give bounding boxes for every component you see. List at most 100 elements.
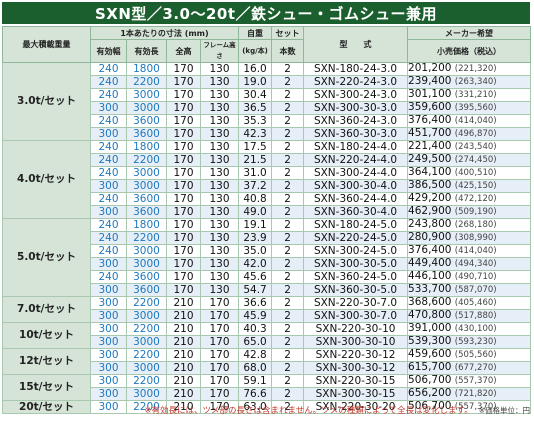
- weight-cell: 65.0: [238, 335, 273, 349]
- width-cell: 300: [90, 374, 127, 388]
- width-cell: 300: [90, 309, 127, 323]
- weight-cell: 37.2: [238, 179, 273, 193]
- frame-height-cell: 130: [199, 140, 240, 154]
- frame-height-cell: 130: [199, 270, 240, 284]
- price-tax-included: (494,340): [454, 259, 497, 269]
- price-cell: 201,200 (221,320): [407, 62, 532, 76]
- model-cell: SXN-180-24-4.0: [303, 140, 409, 154]
- width-cell: 240: [90, 153, 127, 167]
- price-value: 449,400: [408, 257, 452, 269]
- frame-height-cell: 130: [199, 179, 240, 193]
- width-cell: 240: [90, 140, 127, 154]
- price-tax-included: (517,880): [454, 311, 497, 321]
- length-cell: 3000: [126, 166, 167, 180]
- table-row: 300 3000 210 170 45.9 2 SXN-300-30-7.0 470,800 …: [3, 309, 532, 323]
- length-cell: 2200: [126, 231, 167, 245]
- width-cell: 300: [90, 179, 127, 193]
- weight-cell: 59.1: [238, 374, 273, 388]
- weight-header-line1: 自重: [247, 28, 264, 38]
- set-count-cell: 2: [271, 153, 305, 167]
- price-tax-included: (405,460): [454, 298, 497, 308]
- model-cell: SXN-360-30-5.0: [303, 283, 409, 297]
- weight-cell: 68.0: [238, 361, 273, 375]
- col-header-frame-height: フレーム高さ: [199, 39, 240, 63]
- price-tax-included: (490,710): [454, 272, 497, 282]
- total-length-cell: 170: [166, 101, 201, 115]
- price-tax-included: (587,070): [454, 285, 497, 295]
- price-value: 391,000: [408, 322, 452, 334]
- model-cell: SXN-300-30-4.0: [303, 179, 409, 193]
- frame-height-cell: 130: [199, 127, 240, 141]
- set-count-cell: 2: [271, 179, 305, 193]
- price-value: 506,700: [408, 400, 452, 412]
- price-tax-included: (430,100): [454, 324, 497, 334]
- set-header-line1: セット: [275, 28, 300, 38]
- weight-cell: 36.6: [238, 296, 273, 310]
- width-cell: 300: [90, 127, 127, 141]
- weight-cell: 30.4: [238, 88, 273, 102]
- set-count-cell: 2: [271, 309, 305, 323]
- width-cell: 240: [90, 166, 127, 180]
- model-cell: SXN-220-24-3.0: [303, 75, 409, 89]
- total-length-cell: 170: [166, 218, 201, 232]
- frame-height-cell: 130: [199, 88, 240, 102]
- width-cell: 300: [90, 205, 127, 219]
- total-length-cell: 210: [166, 296, 201, 310]
- weight-cell: 19.1: [238, 218, 273, 232]
- table-row: 300 3000 210 170 76.6 2 SXN-300-30-15 656,200 (…: [3, 387, 532, 401]
- total-length-cell: 210: [166, 348, 201, 362]
- width-cell: 240: [90, 114, 127, 128]
- price-tax-included: (677,270): [454, 363, 497, 373]
- total-length-cell: 210: [166, 335, 201, 349]
- frame-height-cell: 170: [199, 309, 240, 323]
- set-count-cell: 2: [271, 205, 305, 219]
- price-value: 656,200: [408, 387, 452, 399]
- weight-cell: 40.8: [238, 192, 273, 206]
- col-header-eff-length: 有効長: [126, 39, 167, 63]
- length-cell: 1800: [126, 218, 167, 232]
- length-cell: 1800: [126, 140, 167, 154]
- length-cell: 3600: [126, 205, 167, 219]
- weight-cell: 42.8: [238, 348, 273, 362]
- table-row: 4.0t/セット 240 1800 170 130 17.5 2 SXN-180-24-4.0…: [2, 140, 532, 219]
- price-value: 615,700: [408, 361, 452, 373]
- price-cell: 459,600 (505,560): [407, 348, 532, 362]
- price-value: 376,400: [408, 114, 452, 126]
- total-length-cell: 170: [166, 75, 201, 89]
- set-count-cell: 2: [271, 127, 305, 141]
- col-header-model: 型 式: [303, 26, 409, 63]
- width-cell: 300: [90, 361, 127, 375]
- price-tax-included: (505,560): [454, 350, 497, 360]
- frame-height-cell: 170: [199, 335, 240, 349]
- table-row: 300 3000 210 170 65.0 2 SXN-300-30-10 539,300 (…: [3, 335, 532, 349]
- length-cell: 3000: [126, 244, 167, 258]
- price-tax-included: (496,870): [454, 129, 497, 139]
- length-cell: 2200: [126, 348, 167, 362]
- width-cell: 300: [90, 101, 127, 115]
- model-cell: SXN-300-30-5.0: [303, 257, 409, 271]
- price-cell: 446,100 (490,710): [407, 270, 532, 284]
- width-cell: 300: [90, 322, 127, 336]
- set-count-cell: 2: [271, 387, 305, 401]
- model-cell: SXN-360-24-4.0: [303, 192, 409, 206]
- set-count-cell: 2: [271, 75, 305, 89]
- price-value: 364,100: [408, 166, 452, 178]
- load-capacity-cell: 20t/セット: [2, 400, 91, 414]
- price-cell: 364,100 (400,510): [407, 166, 532, 180]
- price-tax-included: (557,370): [454, 402, 497, 412]
- length-cell: 3000: [126, 101, 167, 115]
- frame-height-cell: 170: [199, 296, 240, 310]
- table-row: 12t/セット 300 2200 210 170 42.8 2 SXN-220-30-12 45…: [2, 348, 532, 375]
- model-cell: SXN-300-30-10: [303, 335, 409, 349]
- col-header-price: メーカー希望: [407, 26, 532, 40]
- table-row: 3.0t/セット 240 1800 170 130 16.0 2 SXN-180-24-3.0…: [2, 62, 532, 141]
- set-count-cell: 2: [271, 335, 305, 349]
- price-value: 243,800: [408, 218, 452, 230]
- model-cell: SXN-220-24-5.0: [303, 231, 409, 245]
- total-length-cell: 170: [166, 244, 201, 258]
- model-cell: SXN-220-30-10: [303, 322, 409, 336]
- load-capacity-cell: 12t/セット: [2, 348, 91, 375]
- price-value: 301,100: [408, 88, 452, 100]
- col-header-load: 最大積載重量: [2, 26, 91, 63]
- frame-height-cell: 130: [199, 205, 240, 219]
